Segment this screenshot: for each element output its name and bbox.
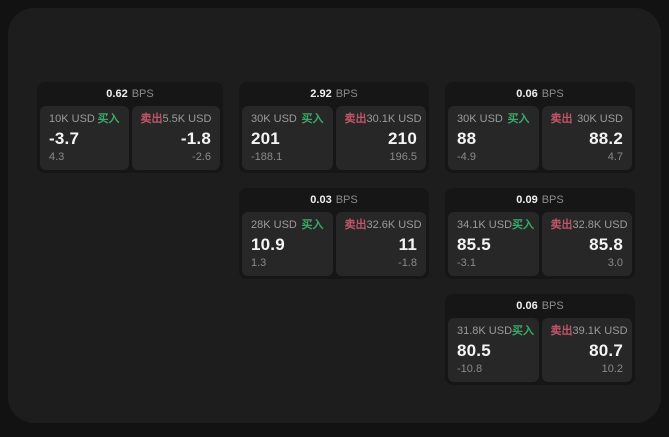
card-header: 0.06 BPS [448, 294, 632, 318]
bps-unit-label: BPS [335, 88, 358, 100]
bps-unit-label: BPS [541, 300, 564, 312]
quote-card: 0.06 BPS 30K USD 买入 88 -4.9 卖出 30K USD [445, 82, 635, 173]
sell-price-value: 80.7 [589, 341, 623, 360]
buy-pane[interactable]: 30K USD 买入 201 -188.1 [242, 106, 333, 170]
sell-side-button[interactable]: 卖出 [140, 113, 163, 125]
buy-price-value: 88 [457, 129, 477, 148]
bps-value: 0.06 [516, 300, 538, 312]
buy-price-value: 10.9 [251, 235, 285, 254]
buy-price-value: 80.5 [457, 341, 491, 360]
sell-side-button[interactable]: 卖出 [344, 219, 367, 231]
sell-side-button[interactable]: 卖出 [550, 113, 573, 125]
buy-change-value: 1.3 [251, 257, 267, 269]
bps-unit-label: BPS [131, 88, 154, 100]
buy-change-value: -10.8 [457, 363, 483, 375]
buy-pane[interactable]: 10K USD 买入 -3.7 4.3 [40, 106, 129, 170]
buy-change-value: 4.3 [49, 151, 65, 163]
bps-value: 0.06 [516, 88, 538, 100]
card-header: 0.09 BPS [448, 188, 632, 212]
sell-change-value: -2.6 [192, 151, 211, 163]
sell-pane[interactable]: 卖出 32.8K USD 85.8 3.0 [541, 212, 632, 276]
sell-price-value: 11 [398, 235, 417, 254]
buy-amount-label: 10K USD [49, 113, 95, 125]
sell-amount-label: 5.5K USD [162, 113, 212, 125]
card-body: 34.1K USD 买入 85.5 -3.1 卖出 32.8K USD 85.8… [448, 212, 632, 276]
card-body: 28K USD 买入 10.9 1.3 卖出 32.6K USD 11 -1.8 [242, 212, 426, 276]
sell-change-value: -1.8 [398, 257, 417, 269]
buy-change-value: -3.1 [457, 257, 476, 269]
sell-pane[interactable]: 卖出 5.5K USD -1.8 -2.6 [131, 106, 220, 170]
card-header: 2.92 BPS [242, 82, 426, 106]
buy-change-value: -4.9 [457, 151, 476, 163]
quote-card: 0.03 BPS 28K USD 买入 10.9 1.3 卖出 32.6K US… [239, 188, 429, 279]
bps-unit-label: BPS [335, 194, 358, 206]
card-body: 31.8K USD 买入 80.5 -10.8 卖出 39.1K USD 80.… [448, 318, 632, 382]
sell-change-value: 196.5 [389, 151, 417, 163]
buy-side-button[interactable]: 买入 [507, 113, 530, 125]
sell-change-value: 4.7 [607, 151, 623, 163]
quote-card: 0.09 BPS 34.1K USD 买入 85.5 -3.1 卖出 32.8K… [445, 188, 635, 279]
buy-side-button[interactable]: 买入 [97, 113, 120, 125]
bps-value: 2.92 [310, 88, 332, 100]
sell-amount-label: 30.1K USD [366, 113, 422, 125]
buy-amount-label: 31.8K USD [457, 325, 513, 337]
bps-unit-label: BPS [541, 88, 564, 100]
buy-amount-label: 28K USD [251, 219, 297, 231]
app-panel: 0.62 BPS 10K USD 买入 -3.7 4.3 卖出 5.5K USD [8, 8, 661, 423]
buy-side-button[interactable]: 买入 [512, 219, 535, 231]
buy-amount-label: 34.1K USD [457, 219, 513, 231]
buy-side-button[interactable]: 买入 [512, 325, 535, 337]
sell-price-value: 85.8 [589, 235, 623, 254]
sell-amount-label: 32.8K USD [572, 219, 628, 231]
card-header: 0.03 BPS [242, 188, 426, 212]
bps-value: 0.03 [310, 194, 332, 206]
sell-change-value: 10.2 [601, 363, 623, 375]
buy-amount-label: 30K USD [251, 113, 297, 125]
buy-pane[interactable]: 30K USD 买入 88 -4.9 [448, 106, 539, 170]
bps-value: 0.62 [106, 88, 128, 100]
sell-price-value: 88.2 [589, 129, 623, 148]
sell-change-value: 3.0 [607, 257, 623, 269]
card-header: 0.06 BPS [448, 82, 632, 106]
buy-pane[interactable]: 34.1K USD 买入 85.5 -3.1 [448, 212, 539, 276]
quote-card: 0.62 BPS 10K USD 买入 -3.7 4.3 卖出 5.5K USD [37, 82, 223, 173]
buy-change-value: -188.1 [251, 151, 283, 163]
sell-price-value: 210 [388, 129, 417, 148]
quote-card: 0.06 BPS 31.8K USD 买入 80.5 -10.8 卖出 39.1… [445, 294, 635, 385]
sell-amount-label: 30K USD [577, 113, 623, 125]
card-header: 0.62 BPS [40, 82, 220, 106]
buy-price-value: 85.5 [457, 235, 491, 254]
card-body: 30K USD 买入 201 -188.1 卖出 30.1K USD 210 1… [242, 106, 426, 170]
card-body: 10K USD 买入 -3.7 4.3 卖出 5.5K USD -1.8 -2.… [40, 106, 220, 170]
sell-amount-label: 39.1K USD [572, 325, 628, 337]
sell-side-button[interactable]: 卖出 [344, 113, 367, 125]
quote-cards-grid: 0.62 BPS 10K USD 买入 -3.7 4.3 卖出 5.5K USD [37, 82, 635, 385]
sell-pane[interactable]: 卖出 30K USD 88.2 4.7 [541, 106, 632, 170]
quote-card: 2.92 BPS 30K USD 买入 201 -188.1 卖出 30.1K … [239, 82, 429, 173]
buy-pane[interactable]: 31.8K USD 买入 80.5 -10.8 [448, 318, 539, 382]
sell-pane[interactable]: 卖出 32.6K USD 11 -1.8 [335, 212, 426, 276]
sell-pane[interactable]: 卖出 30.1K USD 210 196.5 [335, 106, 426, 170]
sell-side-button[interactable]: 卖出 [550, 325, 573, 337]
bps-unit-label: BPS [541, 194, 564, 206]
buy-amount-label: 30K USD [457, 113, 503, 125]
buy-side-button[interactable]: 买入 [301, 219, 324, 231]
sell-pane[interactable]: 卖出 39.1K USD 80.7 10.2 [541, 318, 632, 382]
card-body: 30K USD 买入 88 -4.9 卖出 30K USD 88.2 4.7 [448, 106, 632, 170]
buy-pane[interactable]: 28K USD 买入 10.9 1.3 [242, 212, 333, 276]
buy-price-value: -3.7 [49, 129, 80, 148]
sell-amount-label: 32.6K USD [366, 219, 422, 231]
sell-side-button[interactable]: 卖出 [550, 219, 573, 231]
bps-value: 0.09 [516, 194, 538, 206]
buy-side-button[interactable]: 买入 [301, 113, 324, 125]
buy-price-value: 201 [251, 129, 280, 148]
sell-price-value: -1.8 [180, 129, 211, 148]
